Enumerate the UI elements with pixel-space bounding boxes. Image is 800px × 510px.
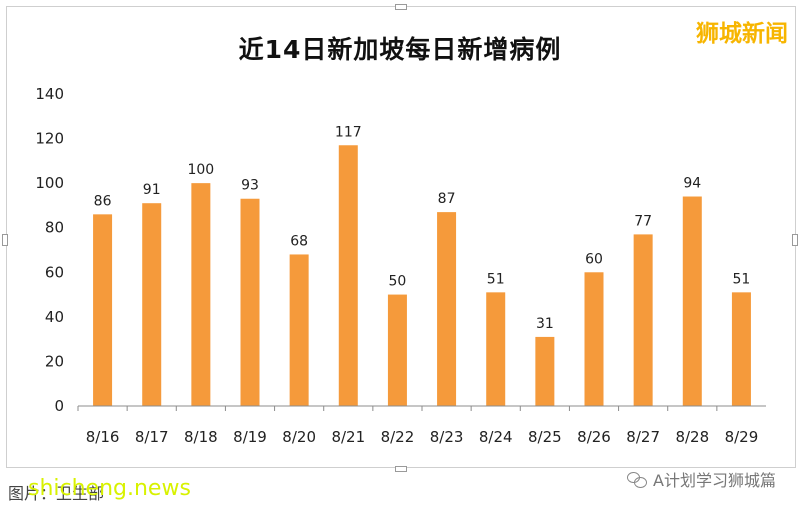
bar (191, 183, 211, 406)
bar (633, 234, 653, 406)
bar (486, 292, 506, 406)
data-label: 77 (634, 213, 652, 229)
x-tick-label: 8/16 (86, 428, 120, 446)
data-label: 87 (438, 191, 456, 207)
bar (731, 292, 751, 406)
y-tick-label: 40 (45, 308, 64, 326)
data-label: 86 (94, 193, 112, 209)
image-source-credit: 图片：卫生部 (8, 484, 105, 503)
data-label: 31 (536, 316, 554, 332)
x-tick-label: 8/28 (675, 428, 709, 446)
x-tick-label: 8/23 (430, 428, 464, 446)
site-watermark: shicheng.news (28, 476, 191, 501)
resize-handle-left[interactable] (2, 234, 8, 246)
y-tick-label: 140 (35, 85, 64, 103)
x-tick-label: 8/29 (725, 428, 759, 446)
y-tick-label: 60 (45, 263, 64, 281)
wechat-account-label: A计划学习狮城篇 (653, 471, 776, 490)
wechat-icon (627, 471, 648, 488)
y-tick-label: 100 (35, 174, 64, 192)
data-label: 94 (683, 176, 701, 192)
x-tick-label: 8/26 (577, 428, 611, 446)
x-tick-label: 8/27 (626, 428, 660, 446)
wechat-account-badge: A计划学习狮城篇 (627, 467, 776, 491)
data-label: 50 (389, 274, 407, 290)
data-label: 117 (335, 124, 362, 140)
bar-chart: 0 20 40 60 80 100 120 140 8/16 8/17 8/18 8/19 8/20 8… (35, 85, 766, 446)
data-label: 51 (733, 271, 751, 287)
bar (584, 272, 604, 406)
y-tick-label: 80 (45, 219, 64, 237)
resize-handle-right[interactable] (792, 234, 798, 246)
y-tick-label: 120 (35, 130, 64, 148)
bar (535, 336, 555, 406)
brand-logo: 狮城新闻 (696, 21, 788, 47)
chart-title: 近14日新加坡每日新增病例 (238, 35, 562, 64)
data-label: 93 (241, 178, 259, 194)
bar (387, 294, 407, 406)
bar (682, 196, 702, 406)
x-tick-label: 8/20 (282, 428, 316, 446)
data-label: 91 (143, 182, 161, 198)
bar (338, 145, 358, 406)
x-tick-label: 8/17 (135, 428, 169, 446)
data-label: 51 (487, 271, 505, 287)
x-tick-label: 8/22 (381, 428, 415, 446)
x-tick-label: 8/25 (528, 428, 562, 446)
x-tick-label: 8/18 (184, 428, 218, 446)
y-tick-label: 20 (45, 352, 64, 370)
data-label: 60 (585, 251, 603, 267)
bar (437, 212, 457, 406)
bar (240, 198, 260, 406)
resize-handle-bottom[interactable] (395, 466, 407, 472)
bar (289, 254, 309, 406)
resize-handle-top[interactable] (395, 4, 407, 10)
data-label: 68 (290, 233, 308, 249)
y-tick-label: 0 (54, 397, 64, 415)
bar (93, 214, 113, 406)
x-tick-label: 8/19 (233, 428, 267, 446)
x-tick-label: 8/24 (479, 428, 513, 446)
bar (142, 203, 162, 406)
x-tick-label: 8/21 (331, 428, 365, 446)
data-label: 100 (187, 162, 214, 178)
